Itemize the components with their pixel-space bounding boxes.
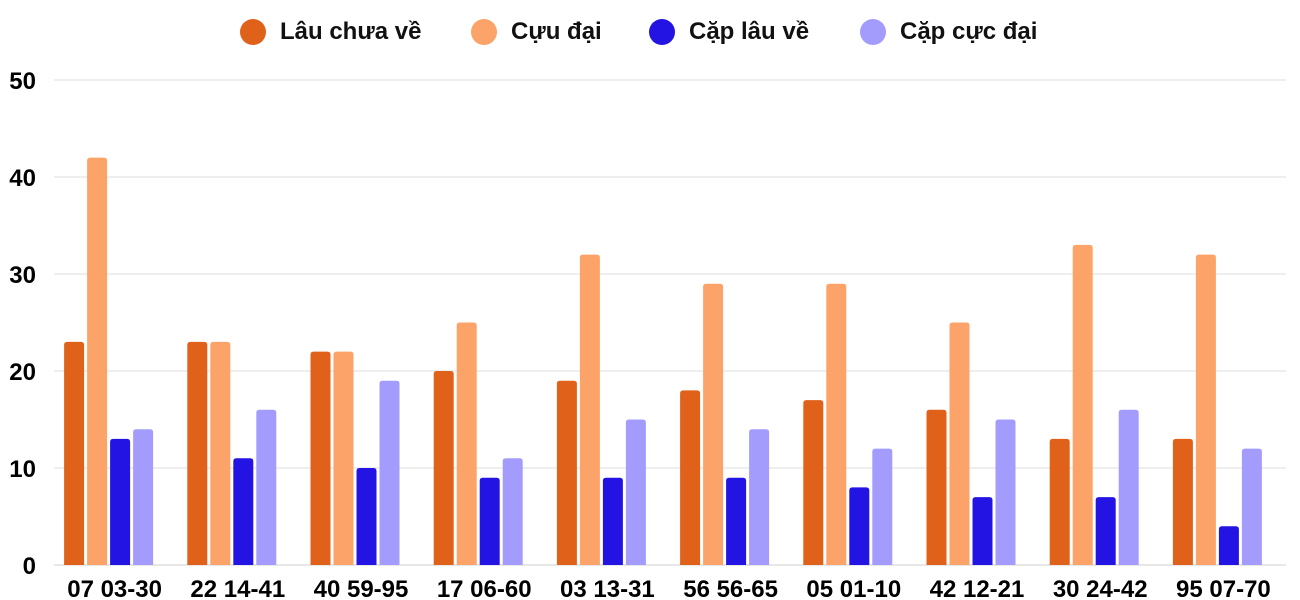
bar-1-1 <box>64 341 85 565</box>
bar-4-3 <box>379 380 400 565</box>
legend-swatch-cuu-dai <box>471 19 497 45</box>
y-tick-label: 50 <box>9 68 36 95</box>
bar-1-8 <box>926 409 947 565</box>
legend-label-cuu-dai: Cựu đại <box>511 18 602 45</box>
bar-2-5 <box>579 254 600 565</box>
y-tick-label: 30 <box>9 262 36 289</box>
legend: Lâu chưa về Cựu đại Cặp lâu về Cặp cực đ… <box>0 14 1300 50</box>
legend-swatch-cap-lau-ve <box>649 19 675 45</box>
bar-1-3 <box>310 351 331 565</box>
bar-3-4 <box>479 477 500 565</box>
x-tick-label: 07 03-30 <box>67 576 162 600</box>
legend-item-cap-cuc-dai[interactable]: Cặp cực đại <box>860 14 1037 50</box>
bar-2-9 <box>1072 244 1093 565</box>
bar-2-1 <box>87 157 108 565</box>
y-tick-label: 0 <box>23 553 36 580</box>
bar-2-10 <box>1195 254 1216 565</box>
bar-1-7 <box>803 400 824 565</box>
bar-3-9 <box>1095 497 1116 565</box>
bar-2-6 <box>703 283 724 565</box>
bar-3-6 <box>726 477 747 565</box>
bar-3-8 <box>972 497 993 565</box>
legend-label-cap-lau-ve: Cặp lâu về <box>689 18 810 45</box>
bar-2-7 <box>826 283 847 565</box>
bar-1-4 <box>433 371 454 565</box>
y-tick-label: 10 <box>9 456 36 483</box>
x-tick-label: 05 01-10 <box>806 576 901 600</box>
bar-3-3 <box>356 468 377 565</box>
bar-4-2 <box>256 409 277 565</box>
x-tick-label: 30 24-42 <box>1053 576 1148 600</box>
bar-4-5 <box>625 419 646 565</box>
bar-2-2 <box>210 341 231 565</box>
bar-3-5 <box>602 477 623 565</box>
bar-2-4 <box>456 322 477 565</box>
bar-2-8 <box>949 322 970 565</box>
bar-1-2 <box>187 341 208 565</box>
bar-1-10 <box>1172 438 1193 565</box>
x-tick-label: 95 07-70 <box>1176 576 1271 600</box>
x-tick-label: 56 56-65 <box>683 576 778 600</box>
legend-label-cap-cuc-dai: Cặp cực đại <box>900 18 1038 45</box>
bar-3-7 <box>849 487 870 565</box>
bar-4-9 <box>1118 409 1139 565</box>
bar-3-2 <box>233 458 254 565</box>
y-tick-label: 40 <box>9 165 36 192</box>
bar-1-5 <box>556 380 577 565</box>
bar-3-10 <box>1218 526 1239 565</box>
bar-4-10 <box>1241 448 1262 565</box>
legend-swatch-cap-cuc-dai <box>860 19 886 45</box>
legend-swatch-lau-chua-ve <box>240 19 266 45</box>
bar-4-4 <box>502 458 523 565</box>
bar-2-3 <box>333 351 354 565</box>
bar-4-7 <box>872 448 893 565</box>
legend-item-lau-chua-ve[interactable]: Lâu chưa về <box>240 14 421 50</box>
legend-item-cuu-dai[interactable]: Cựu đại <box>471 14 602 50</box>
legend-label-lau-chua-ve: Lâu chưa về <box>280 18 422 45</box>
x-tick-label: 42 12-21 <box>930 576 1025 600</box>
legend-item-cap-lau-ve[interactable]: Cặp lâu về <box>649 14 809 50</box>
bar-1-6 <box>680 390 701 565</box>
bar-4-1 <box>133 429 154 565</box>
bar-4-8 <box>995 419 1016 565</box>
y-tick-label: 20 <box>9 359 36 386</box>
x-tick-label: 40 59-95 <box>314 576 409 600</box>
x-tick-label: 17 06-60 <box>437 576 532 600</box>
x-tick-label: 22 14-41 <box>190 576 285 600</box>
bar-4-6 <box>749 429 770 565</box>
bar-3-1 <box>110 438 131 565</box>
x-tick-label: 03 13-31 <box>560 576 655 600</box>
bar-1-9 <box>1049 438 1070 565</box>
